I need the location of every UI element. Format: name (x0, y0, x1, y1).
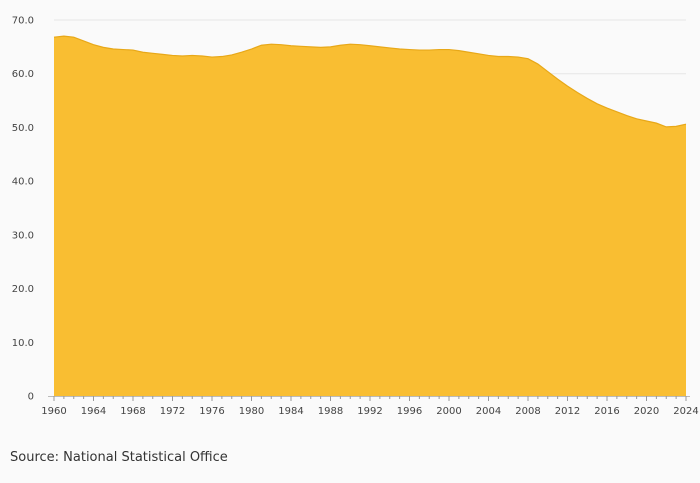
x-tick-label: 1984 (278, 406, 303, 417)
x-tick-label: 2024 (673, 406, 698, 417)
axes: 0 10.0 20.0 30.0 40.0 50.0 60.0 70.0 1960 1964 196… (12, 16, 699, 418)
data-point-1973 (181, 54, 184, 57)
source-note: Source: National Statistical Office (10, 450, 228, 465)
x-tick-label: 1988 (318, 406, 343, 417)
data-point-2001 (457, 49, 460, 52)
data-point-1989 (339, 44, 342, 47)
data-point-1980 (250, 48, 253, 51)
data-point-2012 (566, 85, 569, 88)
x-tick-label: 1996 (397, 406, 422, 417)
area-series (53, 35, 688, 397)
x-tick-label: 2004 (476, 406, 501, 417)
data-point-2010 (546, 70, 549, 73)
data-point-2004 (487, 54, 490, 57)
data-point-1983 (280, 43, 283, 46)
data-point-1960 (53, 36, 56, 39)
data-point-2016 (606, 107, 609, 110)
x-tick-label: 1968 (120, 406, 145, 417)
data-point-1974 (191, 54, 194, 57)
data-point-2007 (517, 56, 520, 59)
data-point-1961 (62, 35, 65, 38)
data-point-2019 (635, 117, 638, 120)
data-point-2020 (645, 119, 648, 122)
data-point-1999 (438, 48, 441, 51)
y-tick-label: 40.0 (12, 177, 34, 188)
data-point-2024 (685, 123, 688, 126)
data-point-1978 (230, 53, 233, 56)
data-point-1994 (388, 46, 391, 49)
data-point-1997 (418, 49, 421, 52)
data-point-1975 (201, 54, 204, 57)
area-top-line (53, 35, 687, 128)
data-point-1996 (408, 48, 411, 51)
data-point-2013 (576, 91, 579, 94)
data-point-1990 (349, 43, 352, 46)
data-point-1985 (299, 45, 302, 48)
data-point-1976 (211, 56, 214, 59)
x-tick-label: 2016 (594, 406, 619, 417)
data-point-1993 (378, 45, 381, 48)
x-tick-label: 2000 (436, 406, 461, 417)
data-point-2023 (675, 125, 678, 128)
data-point-1992 (369, 44, 372, 47)
area-fill (54, 36, 686, 397)
x-tick-label: 1964 (81, 406, 106, 417)
data-point-2018 (625, 114, 628, 117)
y-tick-label: 20.0 (12, 284, 34, 295)
data-point-2000 (448, 48, 451, 51)
data-point-2014 (586, 97, 589, 100)
data-point-2022 (665, 125, 668, 128)
data-point-2008 (527, 57, 530, 60)
area-chart: 0 10.0 20.0 30.0 40.0 50.0 60.0 70.0 1960 1964 196… (12, 16, 699, 418)
data-point-1966 (112, 48, 115, 51)
data-point-1987 (319, 46, 322, 49)
data-point-1970 (151, 52, 154, 55)
data-point-1968 (132, 49, 135, 52)
x-tick-label: 2020 (634, 406, 659, 417)
data-point-2015 (596, 102, 599, 105)
y-tick-label: 0 (28, 392, 34, 403)
y-tick-label: 10.0 (12, 338, 34, 349)
data-point-1972 (171, 54, 174, 57)
x-tick-label: 1976 (199, 406, 224, 417)
data-point-1984 (290, 44, 293, 47)
data-point-2009 (536, 63, 539, 66)
data-point-1962 (72, 36, 75, 39)
x-tick-label: 2008 (515, 406, 540, 417)
data-point-1977 (220, 55, 223, 58)
data-point-1967 (122, 48, 125, 51)
y-tick-label: 60.0 (12, 69, 34, 80)
x-tick-label: 2012 (555, 406, 580, 417)
x-tick-label: 1992 (357, 406, 382, 417)
data-point-1979 (240, 51, 243, 54)
y-tick-label: 30.0 (12, 230, 34, 241)
x-tick-label: 1960 (41, 406, 66, 417)
x-tick-label: 1980 (239, 406, 264, 417)
x-tick-label: 1972 (160, 406, 185, 417)
data-point-2017 (615, 110, 618, 113)
data-point-2006 (507, 55, 510, 58)
data-point-1969 (141, 51, 144, 54)
data-point-2011 (556, 78, 559, 81)
data-point-2021 (655, 122, 658, 125)
data-point-1982 (270, 43, 273, 46)
data-point-1971 (161, 53, 164, 56)
data-point-1998 (428, 49, 431, 52)
data-point-1981 (260, 44, 263, 47)
y-tick-label: 50.0 (12, 123, 34, 134)
data-point-1965 (102, 46, 105, 49)
data-point-1964 (92, 43, 95, 46)
data-point-2002 (467, 51, 470, 54)
data-point-1991 (359, 43, 362, 46)
data-point-1995 (398, 48, 401, 51)
data-point-2005 (497, 55, 500, 58)
data-point-1986 (309, 45, 312, 48)
y-tick-label: 70.0 (12, 16, 34, 27)
data-point-1988 (329, 45, 332, 48)
data-point-1963 (82, 39, 85, 42)
data-point-2003 (477, 52, 480, 55)
